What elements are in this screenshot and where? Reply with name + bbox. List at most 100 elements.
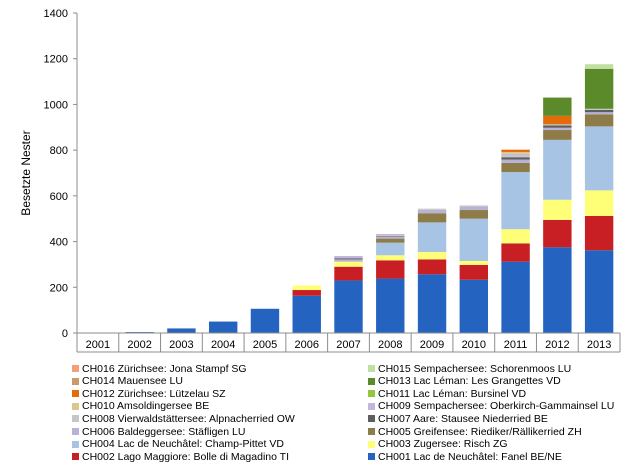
legend-swatch: [368, 377, 375, 385]
legend-item: CH005 Greifensee: Riediker/Rällikerried …: [368, 425, 582, 438]
x-tick-label: 2007: [336, 339, 360, 351]
bar-segment-ch004: [376, 242, 405, 256]
x-tick-label: 2001: [86, 339, 110, 351]
y-tick-label: 200: [50, 282, 68, 294]
y-tick-label: 800: [50, 145, 68, 157]
legend-swatch: [368, 428, 375, 435]
bar-segment-ch002: [376, 260, 405, 279]
legend-label: CH007 Aare: Stausee Niederried BE: [378, 412, 548, 425]
bar-segment-ch008: [584, 108, 614, 110]
bar-segment-ch006: [459, 206, 489, 211]
y-axis: 0 200 400 600 800 1000 1200 1400: [44, 8, 78, 340]
legend-label: CH004 Lac de Neuchâtel: Champ-Pittet VD: [82, 438, 284, 451]
bar-segment-ch006: [501, 159, 530, 163]
bar-segment-ch001: [250, 308, 280, 333]
legend-item: CH007 Aare: Stausee Niederried BE: [368, 412, 548, 425]
bar-segment-ch001: [459, 279, 489, 333]
bar-segment-ch006: [417, 209, 447, 214]
y-tick-label: 400: [50, 237, 68, 249]
legend-item: CH014 Mauensee LU: [72, 375, 183, 388]
x-tick-label: 2009: [420, 339, 444, 351]
legend-swatch: [72, 415, 79, 423]
legend-item: CH011 Lac Léman: Bursinel VD: [368, 387, 526, 400]
bar-segment-ch007: [376, 236, 405, 237]
bar-segment-ch002: [334, 266, 363, 281]
x-tick-label: 2010: [462, 339, 486, 351]
legend-item: CH001 Lac de Neuchâtel: Fanel BE/NE: [368, 450, 562, 463]
legend-label: CH014 Mauensee LU: [82, 375, 183, 388]
legend-item: CH015 Sempachersee: Schorenmoos LU: [368, 362, 571, 375]
bar-segment-ch007: [543, 125, 572, 128]
bar-segment-ch001: [584, 250, 614, 333]
legend-swatch: [72, 453, 79, 461]
legend-label: CH008 Vierwaldstättersee: Alpnacherried …: [82, 412, 295, 425]
bar-segment-ch006: [543, 127, 572, 131]
x-tick-label: 2005: [253, 339, 277, 351]
legend-swatch: [72, 428, 79, 435]
legend-label: CH011 Lac Léman: Bursinel VD: [378, 387, 527, 400]
legend-label: CH002 Lago Maggiore: Bolle di Magadino T…: [82, 450, 290, 463]
x-tick-label: 2006: [294, 339, 318, 351]
bar-segment-ch008: [543, 124, 572, 126]
legend-swatch: [72, 365, 79, 372]
bar-segment-ch002: [417, 259, 447, 275]
x-tick-label: 2003: [169, 339, 193, 351]
x-tick-label: 2012: [545, 339, 569, 351]
bar-segment-ch008: [417, 208, 447, 210]
legend-swatch: [368, 402, 375, 410]
bar-segment-ch009: [334, 255, 363, 259]
y-tick-label: 1400: [44, 8, 68, 20]
legend-item: CH013 Lac Léman: Les Grangettes VD: [368, 375, 561, 388]
x-tick-label: 2002: [127, 339, 151, 351]
legend-item: CH006 Baldeggersee: Stäfligen LU: [72, 425, 245, 438]
bar-segment-ch002: [292, 290, 321, 296]
legend-swatch: [368, 365, 375, 372]
legend-swatch: [368, 390, 375, 398]
bar-segment-ch001: [167, 328, 196, 333]
bar-segment-ch001: [501, 261, 530, 333]
bar-segment-ch015: [584, 64, 614, 69]
bar-segment-ch005: [584, 114, 614, 127]
bar-segment-ch007: [501, 157, 530, 160]
bar-segment-ch007: [334, 258, 363, 260]
bar-segment-ch001: [543, 247, 572, 333]
bar-segment-ch005: [376, 238, 405, 243]
bar-segment-ch013: [584, 68, 614, 109]
x-tick-label: 2013: [587, 339, 611, 351]
x-tick-label: 2011: [504, 339, 528, 351]
legend-swatch: [72, 402, 79, 410]
legend-label: CH005 Greifensee: Riediker/Rällikerried …: [378, 425, 582, 438]
bar-segment-ch008: [501, 154, 530, 158]
legend-label: CH013 Lac Léman: Les Grangettes VD: [378, 375, 561, 388]
legend-item: CH003 Zugersee: Risch ZG: [368, 438, 508, 451]
bar-segment-ch007: [584, 109, 614, 113]
legend-swatch: [72, 440, 79, 448]
bar-segment-ch012: [543, 115, 572, 125]
legend-label: CH010 Amsoldingersee BE: [82, 400, 210, 413]
bar-segment-ch001: [417, 274, 447, 333]
y-axis-title: Besetzte Nester: [19, 130, 33, 215]
bar-segment-ch003: [376, 255, 405, 261]
bar-segment-ch003: [292, 285, 321, 291]
bar-segment-ch002: [584, 215, 614, 251]
bar-segment-ch004: [584, 126, 614, 191]
bar-segment-ch005: [459, 210, 489, 219]
legend-swatch: [368, 440, 375, 448]
legend-label: CH003 Zugersee: Risch ZG: [378, 438, 508, 451]
bar-segment-ch003: [459, 261, 489, 265]
legend: CH016 Zürichsee: Jona Stampf SG CH015 Sem…: [72, 362, 632, 466]
bar-segment-ch002: [543, 219, 572, 248]
legend-item: CH012 Zürichsee: Lützelau SZ: [72, 387, 226, 400]
bar-segment-ch008: [459, 205, 489, 207]
bar-segment-ch004: [501, 172, 530, 230]
legend-item: CH002 Lago Maggiore: Bolle di Magadino T…: [72, 450, 289, 463]
legend-swatch: [368, 415, 375, 423]
bar-segment-ch001: [376, 278, 405, 333]
bar-segment-ch004: [459, 218, 489, 261]
bar-segment-ch003: [501, 229, 530, 244]
bar-segment-ch001: [208, 321, 238, 333]
bar-segment-ch006: [334, 259, 363, 262]
bar-segment-ch009: [376, 234, 405, 236]
bar-segment-ch004: [417, 222, 447, 253]
